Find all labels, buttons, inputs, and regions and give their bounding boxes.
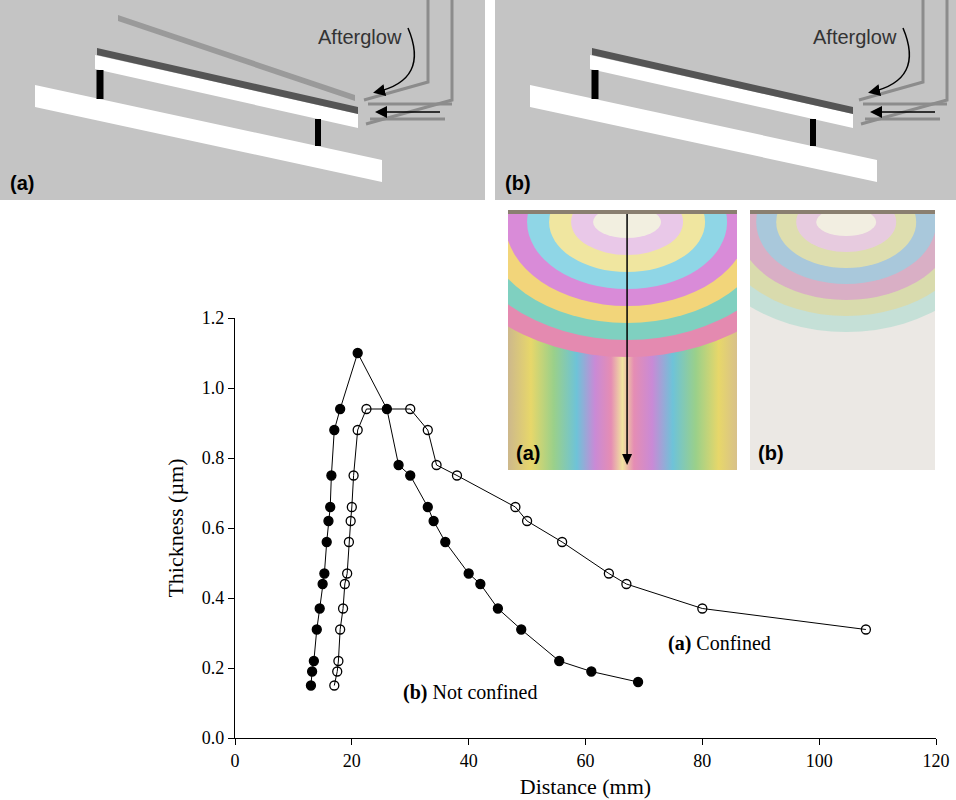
svg-text:1.2: 1.2 <box>202 308 225 328</box>
svg-text:(b): (b) <box>505 172 531 194</box>
svg-text:60: 60 <box>577 751 595 771</box>
svg-text:Distance (mm): Distance (mm) <box>520 774 651 799</box>
svg-text:0: 0 <box>231 751 240 771</box>
svg-text:(a) Confined: (a) Confined <box>668 632 771 655</box>
svg-text:(a): (a) <box>516 442 540 464</box>
svg-text:120: 120 <box>923 751 950 771</box>
svg-text:Thickness (µm): Thickness (µm) <box>163 458 188 597</box>
svg-text:0.0: 0.0 <box>202 728 225 748</box>
svg-text:80: 80 <box>693 751 711 771</box>
svg-text:(b): (b) <box>758 442 784 464</box>
svg-text:(b) Not confined: (b) Not confined <box>403 681 537 704</box>
svg-text:Afterglow: Afterglow <box>318 26 402 48</box>
svg-text:0.4: 0.4 <box>202 588 225 608</box>
svg-text:Afterglow: Afterglow <box>813 26 897 48</box>
svg-text:0.8: 0.8 <box>202 448 225 468</box>
svg-text:100: 100 <box>806 751 833 771</box>
svg-text:0.6: 0.6 <box>202 518 225 538</box>
svg-text:20: 20 <box>343 751 361 771</box>
svg-text:(a): (a) <box>10 172 34 194</box>
svg-text:40: 40 <box>460 751 478 771</box>
svg-text:0.2: 0.2 <box>202 658 225 678</box>
svg-text:1.0: 1.0 <box>202 378 225 398</box>
